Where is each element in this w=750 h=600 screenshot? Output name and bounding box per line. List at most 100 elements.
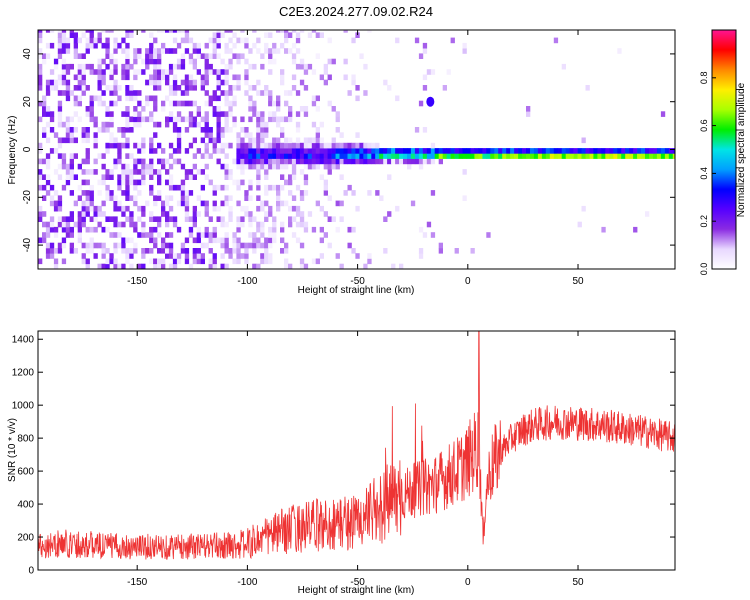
spectrogram-cell	[347, 226, 352, 233]
spectrogram-cell	[545, 153, 551, 159]
spectrogram-cell	[145, 248, 150, 254]
spectrogram-cell	[125, 121, 130, 128]
spectrogram-cell	[450, 148, 455, 154]
spectrogram-cell	[117, 158, 122, 165]
spectrogram-cell	[311, 226, 317, 233]
x-tick-label: -150	[127, 577, 147, 588]
spectrogram-cell	[45, 121, 51, 128]
spectrogram-cell	[165, 200, 170, 207]
spectrogram-cell	[129, 63, 134, 70]
spectrogram-cell	[157, 195, 162, 201]
spectrogram-cell	[38, 85, 43, 91]
spectrogram-cell	[85, 37, 90, 44]
spectrogram-cell	[327, 158, 332, 165]
spectrogram-cell	[149, 53, 154, 59]
spectrogram-cell	[272, 158, 277, 165]
spectrogram-cell	[256, 116, 261, 123]
spectrogram-cell	[101, 248, 106, 254]
spectrogram-cell	[291, 148, 297, 154]
spectrogram-cell	[526, 111, 531, 117]
spectrogram-cell	[109, 169, 114, 175]
spectrogram-cell	[303, 106, 309, 112]
spectrogram-cell	[109, 258, 114, 265]
spectrogram-cell	[141, 211, 146, 217]
spectrogram-cell	[272, 153, 277, 159]
spectrogram-cell	[125, 205, 130, 212]
spectrogram-cell	[53, 258, 59, 265]
spectrogram-cell	[244, 148, 249, 154]
spectrogram-cell	[101, 211, 106, 217]
spectrogram-cell	[510, 148, 515, 154]
spectrogram-cell	[168, 111, 174, 117]
spectrogram-cell	[565, 153, 570, 159]
spectrogram-cell	[315, 137, 320, 144]
spectrogram-cell	[49, 111, 55, 117]
spectrogram-cell	[276, 190, 281, 196]
spectrogram-cell	[57, 205, 63, 212]
spectrogram-cell	[101, 30, 106, 33]
spectrogram-cell	[81, 221, 86, 228]
spectrogram-cell	[240, 205, 245, 212]
spectrogram-cell	[220, 253, 225, 259]
spectrogram-cell	[77, 74, 82, 81]
spectrogram-cell	[73, 111, 78, 117]
spectrogram-cell	[280, 163, 285, 170]
spectrogram-cell	[204, 200, 209, 207]
spectrogram-cell	[236, 85, 241, 91]
spectrogram-cell	[153, 226, 158, 233]
spectrogram-cell	[315, 158, 320, 165]
spectrogram-cell	[69, 32, 74, 38]
spectrogram-cell	[145, 79, 150, 86]
spectrogram-cell	[172, 216, 178, 222]
spectrogram-cell	[260, 258, 265, 265]
spectrogram-cell	[335, 163, 340, 170]
spectrogram-cell	[73, 74, 78, 81]
spectrogram-cell	[168, 179, 174, 186]
spectrogram-cell	[605, 148, 610, 154]
spectrogram-cell	[549, 148, 555, 154]
spectrogram-cell	[597, 153, 602, 159]
spectrogram-cell	[335, 226, 340, 233]
spectrogram-cell	[212, 142, 217, 149]
spectrogram-cell	[319, 226, 324, 233]
spectrogram-cell	[180, 90, 186, 96]
spectrogram-cell	[442, 153, 447, 159]
spectrogram-cell	[117, 142, 122, 149]
spectrogram-cell	[379, 158, 384, 165]
spectrogram-cell	[53, 200, 59, 207]
spectrogram-cell	[244, 132, 249, 138]
spectrogram-cell	[303, 158, 309, 165]
spectrogram-cell	[129, 169, 134, 175]
spectrogram-cell	[57, 248, 63, 254]
spectrogram-cell	[157, 158, 162, 165]
spectrogram-cell	[161, 100, 166, 107]
spectrogram-cell	[264, 242, 269, 249]
spectrogram-cell	[133, 53, 138, 59]
spectrogram-cell	[272, 100, 277, 107]
spectrogram-cell	[192, 258, 197, 265]
spectrogram-cell	[145, 58, 150, 65]
spectrogram-cell	[363, 142, 368, 149]
spectrogram-cell	[276, 184, 281, 191]
spectrogram-cell	[244, 90, 249, 96]
spectrogram-cell	[284, 153, 289, 159]
spectrogram-cell	[176, 142, 182, 149]
spectrogram-cell	[462, 169, 467, 175]
spectrogram-cell	[272, 137, 277, 144]
spectrogram-cell	[42, 221, 47, 228]
spectrogram-cell	[125, 237, 130, 244]
spectrogram-cell	[77, 221, 82, 228]
spectrogram-cell	[65, 232, 71, 238]
spectrogram-cell	[109, 121, 114, 128]
spectrogram-cell	[168, 216, 174, 222]
spectrogram-cell	[248, 195, 253, 201]
spectrogram-cell	[212, 237, 217, 244]
spectrogram-cell	[184, 48, 190, 54]
spectrogram-cell	[220, 79, 225, 86]
spectrogram-cell	[613, 148, 618, 154]
spectrogram-cell	[629, 148, 634, 154]
spectrogram-cell	[442, 85, 447, 91]
spectrogram-cell	[577, 148, 582, 154]
spectrogram-cell	[339, 200, 344, 207]
